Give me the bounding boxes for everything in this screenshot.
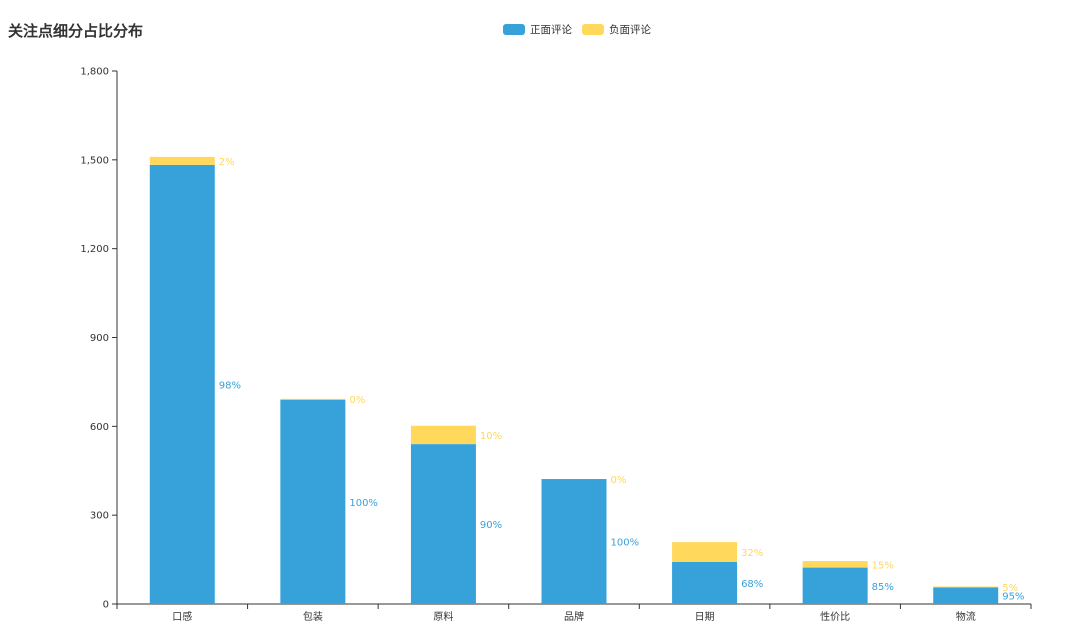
data-label-negative: 5% [1002,583,1018,594]
data-label-negative: 15% [872,560,894,571]
x-tick-label: 性价比 [820,610,850,623]
bar-negative[interactable] [280,398,346,400]
data-label-positive: 95% [1002,592,1024,603]
legend-label-positive: 正面评论 [530,24,572,36]
data-label-negative: 0% [349,395,365,406]
data-label-negative: 0% [611,475,627,486]
y-tick-label: 300 [90,511,109,522]
bar-negative[interactable] [933,586,999,588]
data-label-positive: 100% [611,538,640,549]
data-label-positive: 68% [741,579,763,590]
data-label-positive: 98% [219,380,241,391]
bar-positive[interactable] [280,399,346,604]
y-tick-label: 600 [90,422,109,433]
y-tick-label: 1,800 [80,67,109,78]
legend-swatch-negative [582,24,604,35]
x-tick-label: 物流 [956,610,976,623]
data-label-negative: 10% [480,431,502,442]
legend-label-negative: 负面评论 [609,24,651,36]
bar-negative[interactable] [802,561,868,568]
y-tick-label: 900 [90,333,109,344]
x-tick-label: 原料 [433,610,453,623]
legend-item-negative[interactable]: 负面评论 [582,22,651,37]
x-tick-label: 包装 [303,610,323,623]
y-tick-label: 0 [103,600,109,611]
bar-negative[interactable] [672,542,738,562]
y-tick-label: 1,200 [80,244,109,255]
data-label-negative: 2% [219,157,235,168]
bar-negative[interactable] [410,425,476,445]
bar-positive[interactable] [149,164,215,604]
x-tick-label: 口感 [172,610,192,623]
bar-negative[interactable] [149,156,215,165]
data-label-positive: 100% [349,498,378,509]
legend-swatch-positive [503,24,525,35]
bar-positive[interactable] [541,479,607,604]
x-tick-label: 日期 [695,611,715,623]
x-tick-label: 品牌 [564,610,584,623]
legend-item-positive[interactable]: 正面评论 [503,22,572,37]
y-tick-label: 1,500 [80,155,109,166]
data-label-positive: 90% [480,520,502,531]
bar-positive[interactable] [410,444,476,604]
data-label-positive: 85% [872,582,894,593]
data-label-negative: 32% [741,548,763,559]
chart-title: 关注点细分占比分布 [8,22,144,40]
bar-positive[interactable] [672,561,738,604]
legend[interactable]: 正面评论 负面评论 [503,22,661,37]
bar-positive[interactable] [933,587,999,604]
bar-positive[interactable] [802,567,868,604]
